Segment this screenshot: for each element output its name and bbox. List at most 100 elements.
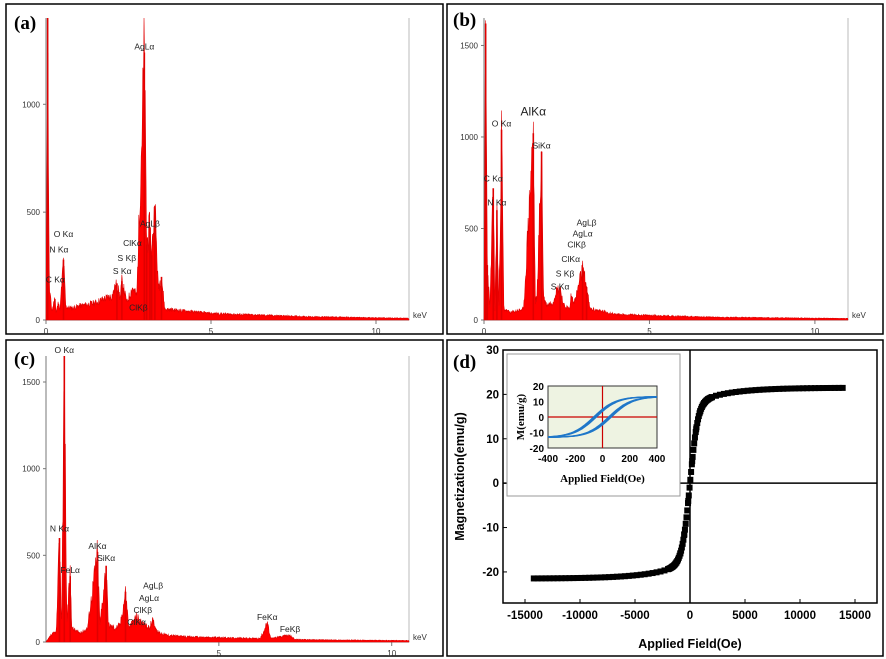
- data-marker: [534, 575, 541, 582]
- y-tick-label: 1000: [460, 133, 478, 142]
- x-tick-label: 10000: [784, 610, 816, 622]
- peak-label: ClKα: [561, 254, 580, 264]
- data-marker: [815, 385, 822, 392]
- x-tick-label: 0: [44, 327, 49, 336]
- panel-b-label: (b): [453, 10, 476, 31]
- data-marker: [590, 574, 597, 581]
- data-marker: [570, 575, 577, 582]
- data-marker: [613, 573, 620, 580]
- data-marker: [804, 385, 811, 392]
- data-marker: [682, 520, 689, 527]
- inset-x-axis-label: Applied Field(Oe): [560, 473, 645, 485]
- data-marker: [602, 574, 609, 581]
- data-marker: [839, 384, 846, 391]
- data-marker: [558, 575, 565, 582]
- y-tick-label: -20: [482, 567, 499, 579]
- x-axis-label: Applied Field(Oe): [638, 637, 741, 651]
- x-tick-label: 15000: [839, 610, 871, 622]
- data-marker: [621, 573, 628, 580]
- y-tick-label: 500: [27, 208, 41, 217]
- y-tick-label: 500: [27, 551, 41, 560]
- inset-y-tick-label: -20: [530, 444, 545, 455]
- data-marker: [680, 536, 687, 543]
- data-marker: [530, 575, 537, 582]
- peak-label: C Kα: [46, 274, 65, 284]
- data-marker: [681, 526, 688, 533]
- y-tick-label: -10: [482, 523, 499, 535]
- x-tick-label: -10000: [562, 610, 598, 622]
- inset-x-tick-label: 400: [649, 454, 666, 465]
- data-marker: [574, 575, 581, 582]
- y-tick-label: 0: [36, 316, 41, 325]
- data-marker: [694, 420, 701, 427]
- data-marker: [760, 386, 767, 393]
- data-marker: [546, 575, 553, 582]
- data-marker: [688, 468, 695, 475]
- x-tick-label: 10: [372, 327, 381, 336]
- data-marker: [679, 540, 686, 547]
- x-tick-label: 5: [217, 649, 222, 658]
- data-marker: [690, 446, 697, 453]
- data-marker: [712, 392, 719, 399]
- peak-label: ClKβ: [134, 605, 153, 615]
- data-marker: [780, 385, 787, 392]
- y-axis-label: Magnetization(emu/g): [453, 412, 467, 540]
- peak-label: AgLα: [139, 593, 159, 603]
- data-marker: [756, 386, 763, 393]
- data-marker: [606, 574, 613, 581]
- inset-y-tick-label: -10: [530, 429, 545, 440]
- x-tick-label: 0: [482, 327, 487, 336]
- peak-label: C Kα: [484, 174, 503, 184]
- peak-label: AlKα: [520, 105, 546, 119]
- data-marker: [752, 387, 759, 394]
- panel-a-frame: [5, 3, 444, 335]
- peak-label: ClKα: [127, 617, 146, 627]
- data-marker: [693, 424, 700, 431]
- inset-hysteresis-branch-down: [548, 396, 658, 438]
- peak-label: S Kβ: [118, 253, 137, 263]
- data-marker: [554, 575, 561, 582]
- data-marker: [728, 389, 735, 396]
- y-tick-label: 0: [493, 478, 499, 490]
- data-marker: [687, 476, 694, 483]
- peak-label: FeLα: [60, 565, 80, 575]
- panel-c: 5 10 0 500 1000 1500 keV O Kα N Kα FeLα AlKα SiKα Ag…: [22, 345, 427, 658]
- spectrum-area: [45, 18, 410, 321]
- data-marker: [637, 571, 644, 578]
- peak-label: S Kα: [113, 266, 132, 276]
- data-marker: [681, 531, 688, 538]
- peak-label: AgLβ: [143, 581, 163, 591]
- data-marker: [566, 575, 573, 582]
- x-axis-unit-label: keV: [852, 311, 866, 320]
- data-marker: [831, 384, 838, 391]
- data-marker: [586, 574, 593, 581]
- data-marker: [709, 394, 715, 401]
- inset-x-tick-label: 200: [621, 454, 638, 465]
- data-marker: [784, 385, 791, 392]
- peak-label: N Kα: [487, 197, 506, 207]
- peak-label: O Kα: [492, 119, 512, 129]
- data-marker: [776, 385, 783, 392]
- data-marker: [835, 384, 842, 391]
- inset-y-tick-label: 0: [538, 413, 544, 424]
- peak-label: AlKα: [88, 541, 106, 551]
- peak-label: N Kα: [50, 524, 69, 534]
- data-marker: [788, 385, 795, 392]
- panel-c-frame: [5, 339, 444, 657]
- data-marker: [691, 434, 698, 441]
- peak-label: ClKβ: [129, 303, 148, 313]
- peak-label: N Kα: [49, 244, 68, 254]
- data-marker: [610, 573, 616, 580]
- data-marker: [653, 569, 660, 576]
- x-tick-label: 0: [687, 610, 693, 622]
- data-marker: [582, 574, 589, 581]
- data-marker: [792, 385, 799, 392]
- data-marker: [538, 575, 545, 582]
- data-marker: [691, 440, 698, 447]
- data-marker: [649, 570, 656, 577]
- data-marker: [657, 568, 664, 575]
- peak-label: AgLα: [573, 228, 593, 238]
- data-marker: [796, 385, 803, 392]
- data-marker: [645, 570, 652, 577]
- data-marker: [688, 461, 695, 468]
